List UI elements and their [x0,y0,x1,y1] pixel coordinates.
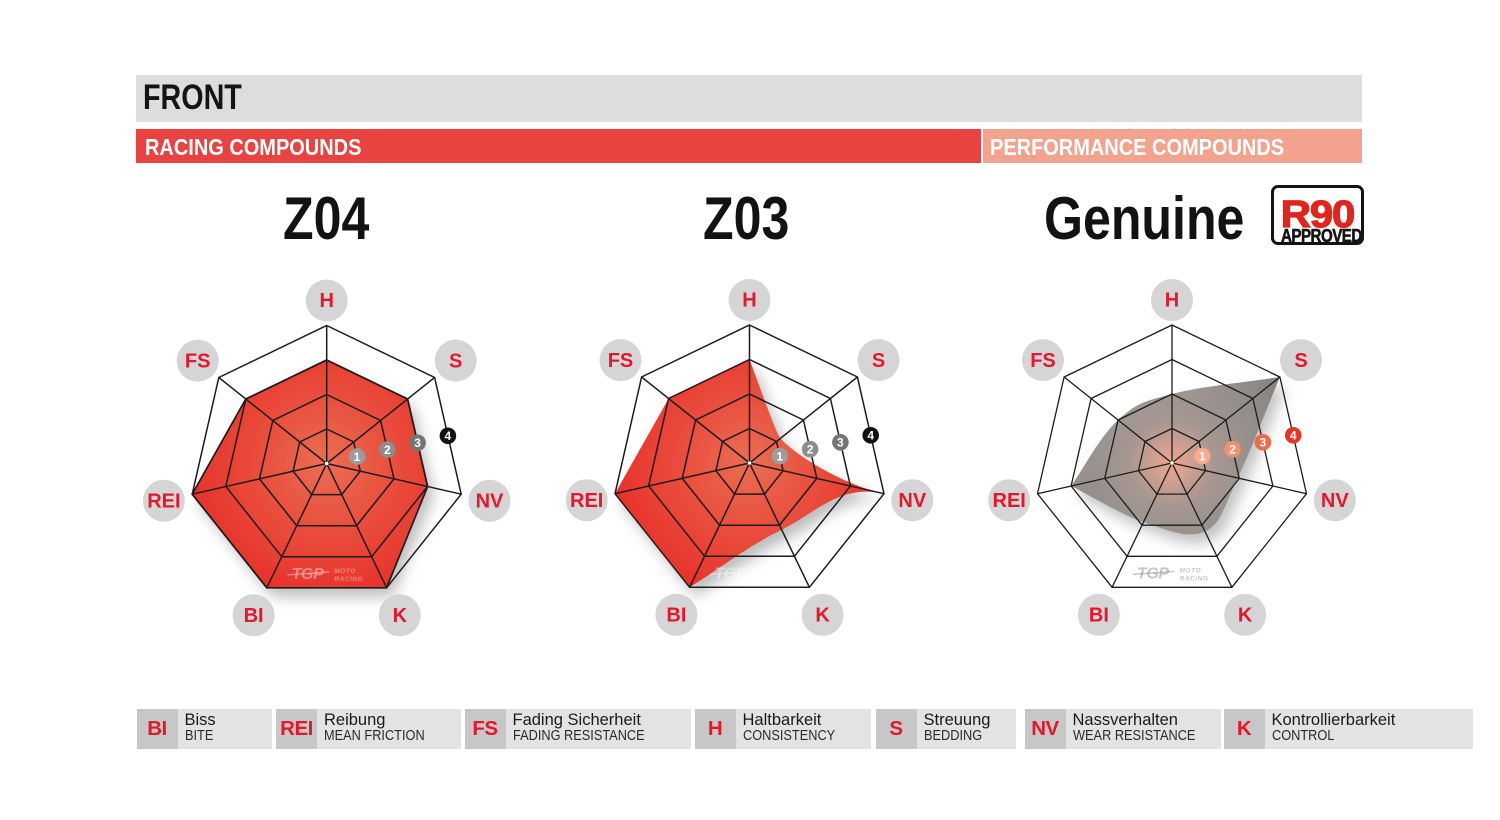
svg-text:4: 4 [445,429,452,443]
svg-text:BI: BI [666,605,686,627]
svg-text:NV: NV [1321,490,1349,512]
svg-text:BI: BI [244,605,264,627]
svg-text:3: 3 [837,436,844,450]
svg-text:S: S [449,350,462,372]
svg-text:FS: FS [1030,350,1056,372]
svg-text:FS: FS [185,350,211,372]
svg-text:2: 2 [807,443,814,457]
svg-text:K: K [815,605,830,627]
svg-text:REI: REI [147,490,180,512]
svg-text:TGP: TGP [292,566,324,583]
svg-text:RACING: RACING [334,576,363,583]
svg-text:RACING: RACING [757,576,786,583]
svg-text:REI: REI [570,490,603,512]
svg-text:1: 1 [1199,449,1206,463]
svg-text:RACING: RACING [1180,576,1209,583]
svg-text:3: 3 [1260,436,1267,450]
svg-text:MOTO: MOTO [334,568,356,575]
svg-text:TGP: TGP [715,566,747,583]
svg-text:BI: BI [1089,605,1109,627]
svg-text:MOTO: MOTO [757,568,779,575]
svg-text:K: K [1238,605,1253,627]
svg-text:MOTO: MOTO [1180,568,1202,575]
svg-text:3: 3 [414,436,421,450]
svg-text:4: 4 [867,429,874,443]
svg-text:NV: NV [476,490,504,512]
svg-text:1: 1 [776,449,783,463]
svg-text:REI: REI [993,490,1026,512]
svg-text:NV: NV [898,490,926,512]
svg-text:2: 2 [384,443,391,457]
svg-text:1: 1 [354,450,361,464]
svg-text:K: K [393,605,408,627]
svg-text:TGP: TGP [1137,566,1169,583]
svg-text:S: S [1294,350,1307,372]
svg-text:H: H [742,290,756,312]
svg-text:S: S [872,350,885,372]
svg-text:2: 2 [1229,443,1236,457]
svg-text:4: 4 [1290,429,1297,443]
svg-text:H: H [319,290,333,312]
svg-text:FS: FS [608,350,634,372]
svg-text:H: H [1165,290,1179,312]
